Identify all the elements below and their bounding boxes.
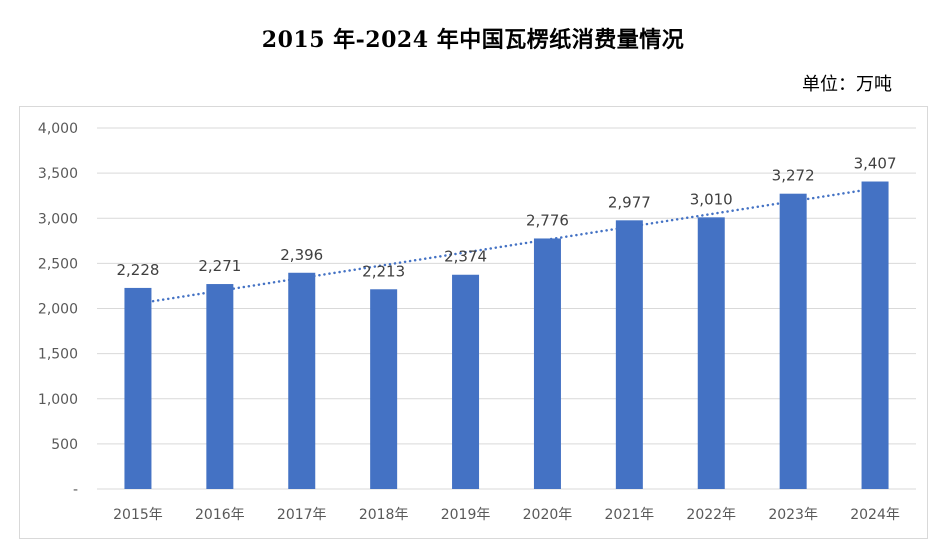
bar	[615, 220, 643, 489]
data-label: 2,396	[280, 246, 323, 264]
x-tick-label: 2016年	[195, 507, 245, 523]
x-tick-label: 2019年	[441, 507, 491, 523]
data-label: 2,271	[198, 257, 241, 275]
data-label: 2,228	[116, 261, 159, 279]
bar	[697, 217, 725, 489]
y-tick-label: 1,000	[38, 392, 78, 408]
x-tick-label: 2024年	[850, 507, 900, 523]
y-tick-label: 2,500	[38, 256, 78, 272]
chart-title: 2015 年-2024 年中国瓦楞纸消费量情况	[261, 27, 685, 53]
data-label: 3,010	[690, 190, 733, 208]
y-tick-label: 4,000	[38, 121, 78, 137]
data-label: 2,977	[608, 193, 651, 211]
y-axis-ticks: - 500 1,000 1,500 2,000 2,500 3,000 3,500 4,000	[38, 121, 78, 498]
x-tick-label: 2022年	[686, 507, 736, 523]
bar	[533, 238, 561, 489]
x-tick-label: 2017年	[277, 507, 327, 523]
trendline-group	[136, 187, 877, 305]
bar	[452, 274, 480, 489]
x-tick-label: 2015年	[113, 507, 163, 523]
trendline	[136, 187, 877, 305]
unit-label: 单位：万吨	[802, 74, 892, 95]
data-label: 2,776	[526, 211, 569, 229]
bar	[861, 181, 889, 489]
gridlines	[97, 127, 916, 490]
x-axis-ticks: 2015年 2016年 2017年 2018年 2019年 2020年 2021年 2022年…	[113, 507, 900, 523]
bar	[288, 272, 316, 489]
chart-frame	[19, 106, 928, 539]
bar	[124, 287, 152, 489]
data-labels: 2,228 2,271 2,396 2,213 2,374 2,776 2,977 3,010…	[116, 155, 896, 281]
data-label: 3,272	[772, 167, 815, 185]
x-tick-label: 2018年	[359, 507, 409, 523]
bar	[779, 193, 807, 489]
data-label: 2,213	[362, 262, 405, 280]
bar	[206, 284, 234, 489]
x-tick-label: 2020年	[523, 507, 573, 523]
y-tick-label: 3,500	[38, 166, 78, 182]
bar	[370, 289, 398, 489]
y-tick-label: -	[73, 482, 78, 498]
bars	[124, 181, 889, 489]
data-label: 3,407	[854, 155, 897, 173]
x-tick-label: 2023年	[768, 507, 818, 523]
y-tick-label: 2,000	[38, 302, 78, 318]
y-tick-label: 3,000	[38, 211, 78, 227]
x-tick-label: 2021年	[605, 507, 655, 523]
data-label: 2,374	[444, 248, 487, 266]
y-tick-label: 500	[51, 437, 78, 453]
y-tick-label: 1,500	[38, 347, 78, 363]
